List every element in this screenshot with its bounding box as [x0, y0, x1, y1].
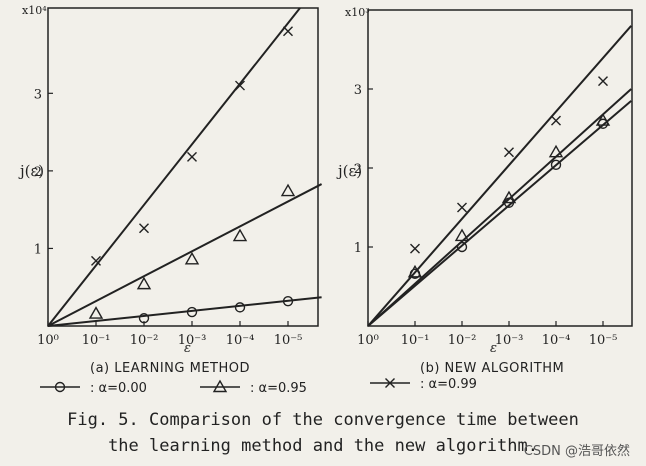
data-point-circle	[186, 306, 198, 318]
data-point-triangle	[184, 251, 200, 265]
x-tick-label: 10⁻³	[495, 333, 524, 348]
fit-line-circle	[47, 296, 322, 327]
data-point-cross	[283, 26, 293, 37]
x-tick-label: 10⁻²	[130, 333, 159, 348]
legend-label: : α=0.99	[420, 377, 477, 392]
data-point-cross	[139, 223, 149, 234]
data-point-circle	[503, 197, 515, 208]
y-axis-label: j(ε)	[336, 162, 362, 180]
y-tick-label: 2	[354, 162, 362, 177]
legend-marker-circle	[54, 381, 66, 393]
data-point-triangle	[501, 190, 517, 204]
legend: : α=0.00 : α=0.95 : α=0.99	[40, 377, 477, 396]
watermark: CSDN @浩哥依然	[523, 444, 630, 459]
x-tick-label: 10⁻¹	[82, 333, 111, 348]
x-axis-label: ε	[184, 341, 191, 356]
y-tick-label: 1	[34, 242, 42, 257]
legend-entry-cross: : α=0.99	[370, 377, 477, 392]
data-point-triangle	[136, 276, 152, 290]
data-point-circle	[550, 159, 562, 171]
data-point-circle	[409, 268, 421, 280]
fit-line-circle	[367, 100, 632, 327]
data-point-triangle	[548, 144, 564, 158]
x-tick-label: 10⁻⁴	[226, 333, 255, 348]
data-point-circle	[282, 295, 294, 307]
data-point-triangle	[407, 264, 423, 278]
data-point-cross	[187, 151, 197, 162]
data-point-cross	[598, 76, 608, 87]
data-point-cross	[410, 243, 420, 254]
figure-caption-line-2: the learning method and the new algorith…	[108, 436, 538, 456]
data-point-triangle	[88, 306, 104, 319]
x-tick-label: 10⁻⁵	[274, 333, 303, 348]
y-multiplier: x10⁴	[22, 4, 47, 17]
data-point-cross	[551, 115, 561, 126]
data-point-triangle	[280, 183, 296, 197]
x-tick-label: 10⁻³	[178, 333, 207, 348]
x-tick-label: 10⁰	[37, 333, 59, 348]
data-point-cross	[504, 147, 514, 158]
legend-marker-triangle	[212, 379, 228, 393]
data-point-circle	[597, 118, 609, 129]
data-point-cross	[91, 255, 101, 266]
data-point-circle	[234, 302, 246, 313]
fit-line-cross	[367, 25, 632, 327]
legend-label: : α=0.95	[250, 381, 307, 396]
y-tick-label: 3	[34, 87, 42, 102]
data-point-triangle	[232, 228, 248, 242]
legend-entry-circle: : α=0.00	[40, 381, 147, 396]
y-multiplier: x10³	[345, 6, 370, 19]
plot-frame	[367, 9, 633, 327]
x-tick-label: 10⁻⁵	[589, 333, 618, 348]
x-tick-label: 10⁻²	[448, 333, 477, 348]
data-point-circle	[138, 313, 150, 324]
data-point-cross	[235, 80, 245, 91]
y-tick-label: 3	[354, 83, 362, 98]
panel-title: (b) NEW ALGORITHM	[420, 361, 564, 376]
legend-entry-triangle: : α=0.95	[200, 379, 307, 396]
y-axis-label: j(ε)	[18, 162, 44, 180]
data-point-cross	[457, 202, 467, 213]
x-tick-label: 10⁻⁴	[542, 333, 571, 348]
chart-panel-a: 10⁰ 10⁻¹ 10⁻² 10⁻³ 10⁻⁴ 10⁻⁵ 1 2 3 x10⁴ j(ε) ε (a) L…	[18, 4, 323, 376]
x-tick-label: 10⁻¹	[401, 333, 430, 348]
fit-line-cross	[47, 7, 301, 327]
panel-title: (a) LEARNING METHOD	[90, 361, 250, 376]
data-point-triangle	[454, 228, 470, 242]
y-tick-label: 1	[354, 241, 362, 256]
y-tick-label: 2	[34, 165, 42, 180]
plot-frame	[47, 7, 319, 327]
legend-marker-cross	[385, 378, 395, 388]
fit-line-triangle	[367, 88, 632, 327]
data-point-circle	[456, 241, 468, 253]
chart-panel-b: 10⁰ 10⁻¹ 10⁻² 10⁻³ 10⁻⁴ 10⁻⁵ 1 2 3 x10³ j(ε) ε (b) N…	[336, 6, 633, 376]
legend-label: : α=0.00	[90, 381, 147, 396]
fit-line-triangle	[47, 183, 323, 327]
x-tick-label: 10⁰	[357, 333, 379, 348]
figure-caption-line-1: Fig. 5. Comparison of the convergence ti…	[67, 410, 579, 430]
x-axis-label: ε	[490, 341, 497, 356]
